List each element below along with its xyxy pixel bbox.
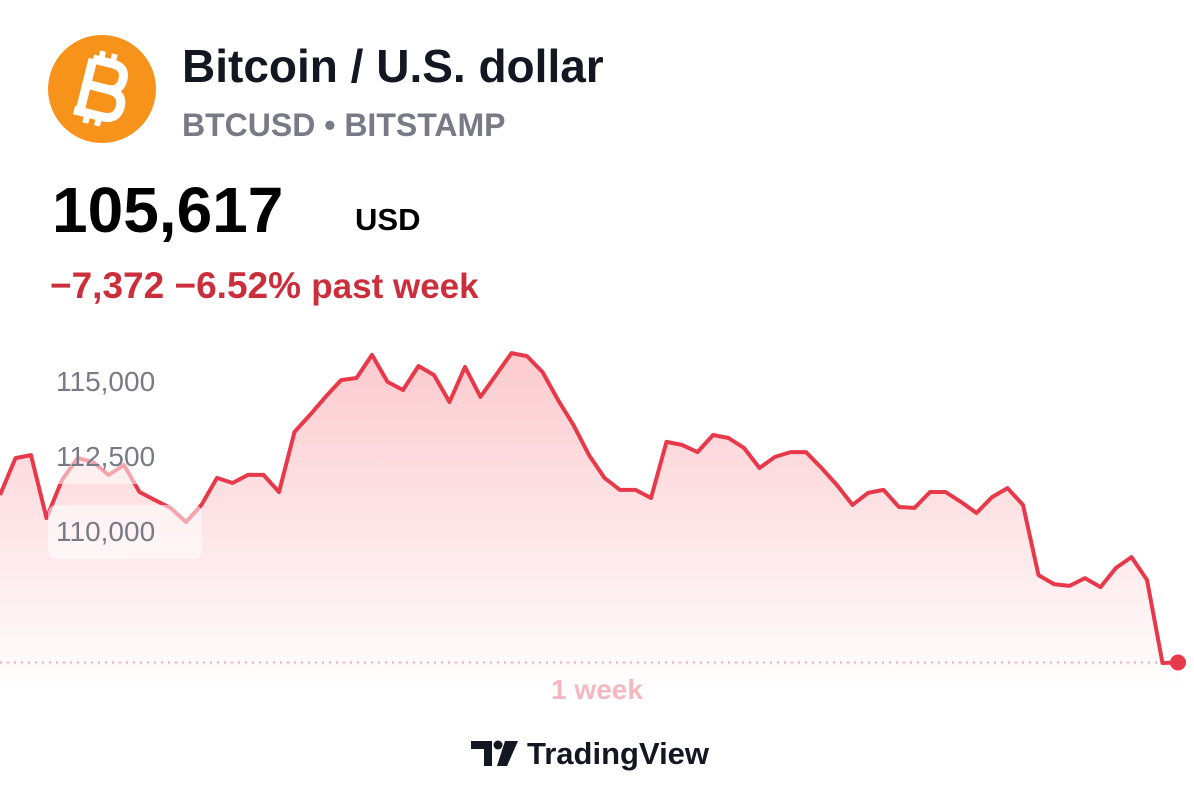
logo (48, 35, 156, 143)
brand: TradingView (527, 736, 710, 771)
period: past week (311, 267, 479, 306)
last-price-dot (1170, 654, 1186, 671)
y-tick-label-bg (48, 505, 202, 559)
currency: USD (355, 202, 420, 237)
y-tick-label: 115,000 (56, 366, 155, 397)
y-tick-label-bg (48, 355, 202, 409)
subtitle: BTCUSD • BITSTAMP (182, 107, 505, 143)
plot: 110,000 112,500 115,000 (0, 351, 1186, 696)
y-tick-label-bg (48, 430, 202, 484)
change: −7,372 (50, 265, 164, 306)
x-axis-label: 1 week (551, 674, 643, 705)
y-tick-label: 112,500 (56, 441, 155, 472)
y-tick-label: 110,000 (56, 516, 155, 547)
brand-logo (471, 740, 518, 766)
change-percent: −6.52% (174, 265, 301, 306)
price: 105,617 (52, 174, 283, 246)
title: Bitcoin / U.S. dollar (182, 40, 604, 92)
change-line: −7,372 −6.52% past week (50, 265, 479, 306)
